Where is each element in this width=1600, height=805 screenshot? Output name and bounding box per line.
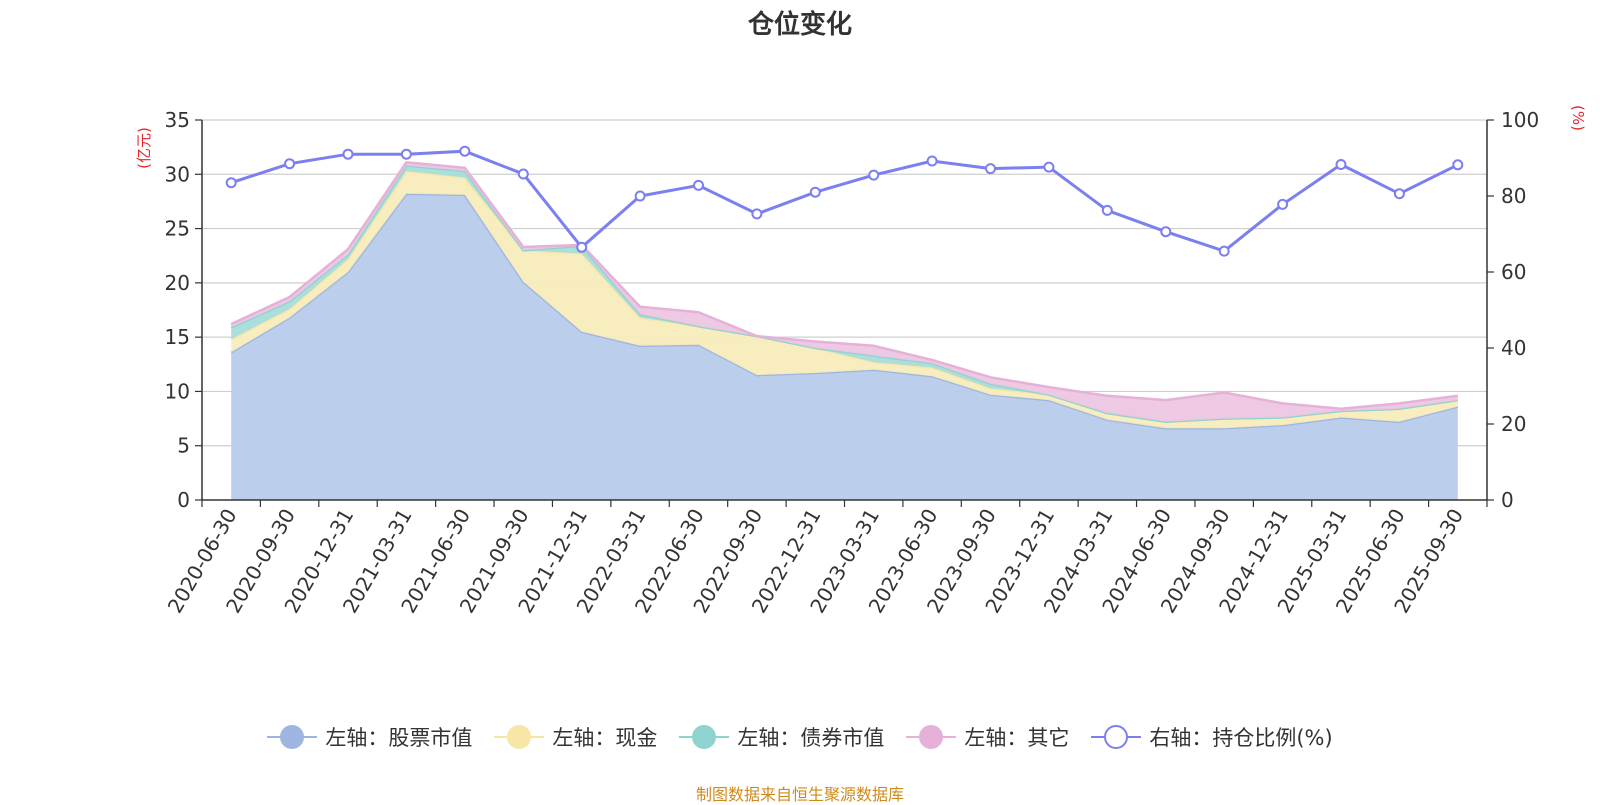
legend-marker-icon	[267, 725, 318, 749]
ratio-point	[868, 169, 880, 181]
right-axis-unit: (%)	[1569, 105, 1587, 131]
right-tick-label: 80	[1501, 184, 1526, 208]
legend-item[interactable]: 右轴：持仓比例(%)	[1091, 722, 1333, 752]
legend-label: 左轴：现金	[552, 726, 658, 750]
left-tick-label: 15	[165, 325, 190, 349]
ratio-point	[634, 190, 646, 202]
legend-marker-icon	[906, 725, 957, 749]
chart-title: 仓位变化	[747, 10, 852, 40]
right-tick-label: 20	[1501, 412, 1526, 436]
ratio-point	[1101, 204, 1113, 216]
right-tick-label: 60	[1501, 260, 1526, 284]
stacked-areas	[230, 160, 1459, 501]
ratio-point	[400, 148, 412, 160]
ratio-point	[517, 168, 529, 180]
legend-item[interactable]: 左轴：其它	[906, 722, 1069, 752]
left-tick-label: 30	[165, 162, 190, 186]
left-tick-label: 0	[177, 488, 190, 512]
left-tick-label: 20	[165, 271, 190, 295]
right-tick-label: 40	[1501, 336, 1526, 360]
right-tick-label: 0	[1501, 488, 1514, 512]
left-tick-label: 35	[165, 108, 190, 132]
left-tick-label: 5	[177, 434, 190, 458]
source-note: 制图数据来自恒生聚源数据库	[695, 785, 904, 804]
legend: 左轴：股票市值 左轴：现金 左轴：债券市值 左轴：其它 右轴：持仓比例(%)	[0, 722, 1600, 752]
ratio-point	[985, 163, 996, 175]
ratio-point	[1335, 159, 1347, 170]
left-axis-unit: (亿元)	[135, 127, 153, 169]
position-change-chart: 05101520253035020406080100(亿元)(%)2020-06…	[135, 105, 1587, 617]
ratio-point	[284, 158, 296, 170]
legend-label: 左轴：债券市值	[737, 726, 885, 750]
legend-label: 右轴：持仓比例(%)	[1149, 726, 1333, 750]
ratio-point	[1277, 198, 1289, 210]
ratio-point	[342, 148, 354, 160]
left-tick-label: 10	[165, 379, 190, 403]
area-左轴：股票市值	[231, 193, 1458, 501]
legend-marker-icon	[679, 725, 730, 749]
ratio-point	[576, 241, 588, 253]
ratio-point	[809, 186, 821, 198]
ratio-point	[1452, 159, 1464, 171]
ratio-point	[225, 177, 237, 189]
right-tick-label: 100	[1501, 108, 1539, 132]
legend-item[interactable]: 左轴：现金	[494, 722, 657, 752]
legend-item[interactable]: 左轴：债券市值	[679, 722, 884, 752]
legend-label: 左轴：股票市值	[325, 726, 473, 750]
ratio-point	[693, 179, 704, 191]
left-tick-label: 25	[165, 217, 190, 241]
ratio-line-path	[230, 149, 1459, 253]
ratio-point	[1160, 226, 1172, 238]
ratio-point	[1393, 188, 1405, 200]
ratio-point	[1218, 245, 1230, 257]
ratio-line	[225, 145, 1464, 257]
area-edge-左轴：其它	[230, 160, 1458, 411]
legend-item[interactable]: 左轴：股票市值	[267, 722, 472, 752]
ratio-point	[926, 155, 938, 167]
ratio-point	[459, 145, 471, 157]
legend-marker-icon	[494, 725, 545, 749]
ratio-point	[751, 208, 763, 220]
ratio-point	[1043, 161, 1055, 173]
legend-marker-icon	[1091, 725, 1142, 749]
legend-label: 左轴：其它	[964, 726, 1070, 750]
